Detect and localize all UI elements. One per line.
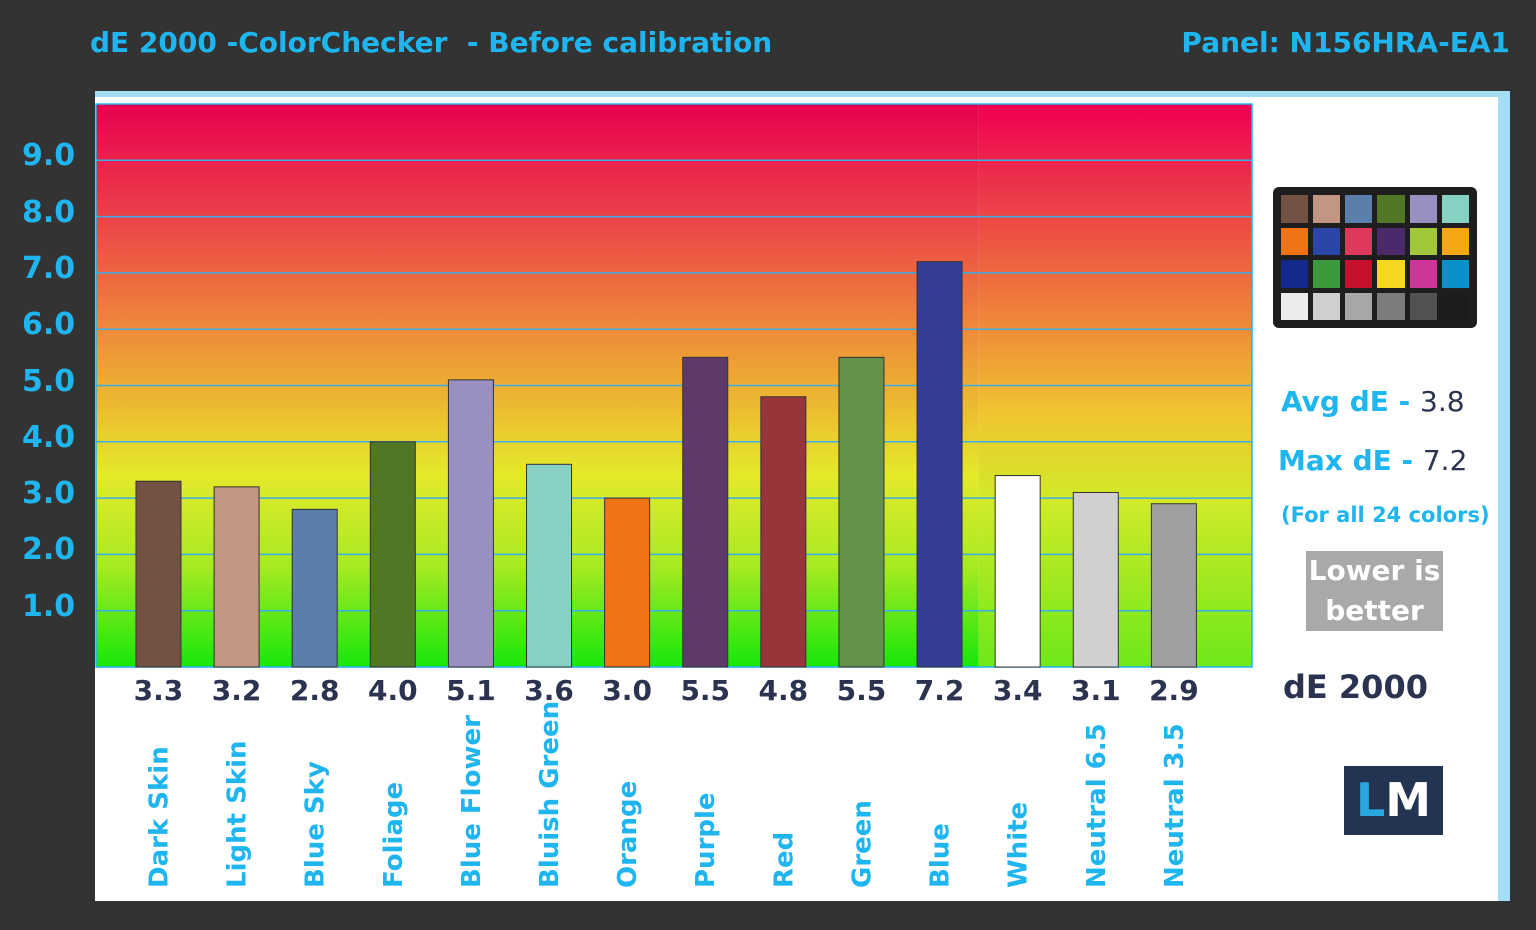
x-tick-label: Light Skin bbox=[223, 740, 253, 888]
bar-red bbox=[760, 396, 807, 668]
checker-swatch bbox=[1281, 227, 1309, 255]
checker-swatch bbox=[1377, 260, 1405, 288]
checker-swatch bbox=[1313, 195, 1341, 223]
max-de-label: Max dE - bbox=[1278, 444, 1423, 477]
bar-blue-sky bbox=[291, 508, 338, 668]
checker-swatch bbox=[1441, 227, 1469, 255]
x-tick-label: Blue bbox=[926, 823, 956, 888]
lower-line-2: better bbox=[1325, 594, 1424, 627]
value-label: 4.0 bbox=[368, 674, 418, 707]
value-label: 4.8 bbox=[759, 674, 809, 707]
x-tick-label: Foliage bbox=[379, 782, 409, 888]
value-label: 3.6 bbox=[524, 674, 574, 707]
checker-swatch bbox=[1345, 227, 1373, 255]
bar-light-skin bbox=[213, 486, 260, 668]
metric-label: dE 2000 bbox=[1283, 668, 1428, 706]
lm-logo: LM bbox=[1344, 766, 1443, 835]
panel-label: Panel: N156HRA-EA1 bbox=[1181, 26, 1510, 59]
checker-swatch bbox=[1345, 260, 1373, 288]
x-tick-label: Neutral 6.5 bbox=[1082, 723, 1112, 888]
bar-white bbox=[994, 475, 1041, 668]
value-label: 7.2 bbox=[915, 674, 965, 707]
checker-swatch bbox=[1441, 292, 1469, 320]
y-tick-label: 8.0 bbox=[22, 194, 76, 230]
x-tick-label: Bluish Green bbox=[535, 701, 565, 888]
y-tick-label: 3.0 bbox=[22, 476, 76, 512]
x-tick-label: Blue Flower bbox=[457, 715, 487, 888]
checker-swatch bbox=[1377, 292, 1405, 320]
x-tick-label: Red bbox=[769, 832, 799, 888]
value-label: 5.1 bbox=[446, 674, 496, 707]
x-tick-label: Blue Sky bbox=[301, 761, 331, 888]
checker-swatch bbox=[1377, 227, 1405, 255]
checker-swatch bbox=[1377, 195, 1405, 223]
bar-dark-skin bbox=[135, 480, 182, 668]
y-tick-label: 5.0 bbox=[22, 363, 76, 399]
y-tick-label: 1.0 bbox=[22, 588, 76, 624]
checker-swatch bbox=[1409, 260, 1437, 288]
checker-swatch bbox=[1313, 292, 1341, 320]
value-label: 3.4 bbox=[993, 674, 1043, 707]
checker-swatch bbox=[1345, 195, 1373, 223]
bar-neutral-3-5 bbox=[1150, 503, 1197, 668]
bar-neutral-6-5 bbox=[1072, 491, 1119, 668]
lower-is-better-badge: Lower is better bbox=[1306, 551, 1443, 631]
bar-green bbox=[838, 356, 885, 668]
max-de-value: 7.2 bbox=[1422, 444, 1468, 477]
value-label: 5.5 bbox=[680, 674, 730, 707]
x-tick-label: White bbox=[1004, 802, 1034, 888]
y-tick-label: 2.0 bbox=[22, 532, 76, 568]
checker-swatch bbox=[1345, 292, 1373, 320]
x-tick-label: Green bbox=[847, 800, 877, 888]
value-label: 2.8 bbox=[290, 674, 340, 707]
bar-blue-flower bbox=[447, 379, 494, 668]
checker-swatch bbox=[1409, 195, 1437, 223]
max-de: Max dE - 7.2 bbox=[1278, 444, 1467, 477]
y-tick-label: 9.0 bbox=[22, 138, 76, 174]
x-tick-label: Purple bbox=[691, 792, 721, 888]
value-label: 3.3 bbox=[134, 674, 184, 707]
value-label: 5.5 bbox=[837, 674, 887, 707]
checker-swatch bbox=[1281, 195, 1309, 223]
x-tick-label: Orange bbox=[613, 781, 643, 888]
value-label: 3.1 bbox=[1071, 674, 1121, 707]
value-label: 3.2 bbox=[212, 674, 262, 707]
y-tick-label: 6.0 bbox=[22, 307, 76, 343]
checker-swatch bbox=[1313, 227, 1341, 255]
colorchecker-image bbox=[1273, 187, 1477, 328]
bar-bluish-green bbox=[526, 463, 573, 668]
checker-swatch bbox=[1313, 260, 1341, 288]
checker-swatch bbox=[1441, 260, 1469, 288]
avg-de-label: Avg dE - bbox=[1281, 385, 1421, 418]
lower-line-1: Lower is bbox=[1308, 554, 1441, 587]
value-label: 2.9 bbox=[1149, 674, 1199, 707]
x-tick-label: Neutral 3.5 bbox=[1160, 723, 1190, 888]
avg-de-value: 3.8 bbox=[1420, 385, 1465, 418]
bar-blue bbox=[916, 261, 963, 668]
bar-orange bbox=[604, 497, 651, 668]
avg-de: Avg dE - 3.8 bbox=[1281, 385, 1465, 418]
y-tick-label: 4.0 bbox=[22, 419, 76, 455]
colors-note: (For all 24 colors) bbox=[1281, 503, 1490, 527]
bar-purple bbox=[682, 356, 729, 668]
bar-foliage bbox=[369, 441, 416, 668]
x-tick-label: Dark Skin bbox=[144, 746, 174, 888]
chart-title: dE 2000 -ColorChecker - Before calibrati… bbox=[90, 26, 773, 59]
checker-swatch bbox=[1409, 292, 1437, 320]
checker-swatch bbox=[1281, 260, 1309, 288]
checker-swatch bbox=[1281, 292, 1309, 320]
y-tick-label: 7.0 bbox=[22, 250, 76, 286]
value-label: 3.0 bbox=[602, 674, 652, 707]
checker-swatch bbox=[1441, 195, 1469, 223]
checker-swatch bbox=[1409, 227, 1437, 255]
